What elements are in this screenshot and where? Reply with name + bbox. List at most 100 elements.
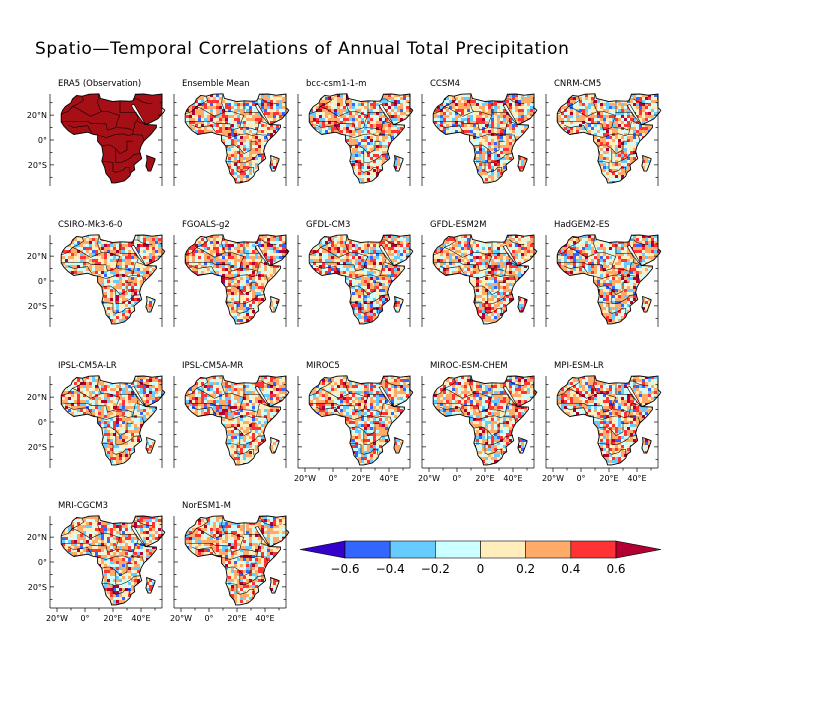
panel-title: ERA5 (Observation) bbox=[58, 79, 141, 89]
country-border bbox=[61, 262, 106, 266]
country-border bbox=[134, 520, 153, 527]
country-border bbox=[487, 430, 514, 445]
country-border bbox=[309, 237, 332, 256]
country-border bbox=[61, 237, 84, 256]
country-border bbox=[349, 140, 381, 155]
country-border bbox=[631, 112, 642, 125]
country-border bbox=[613, 127, 629, 131]
country-border bbox=[631, 394, 642, 407]
coastline bbox=[60, 515, 166, 606]
country-border bbox=[90, 393, 120, 399]
panel-title: Ensemble Mean bbox=[182, 79, 250, 89]
country-border bbox=[564, 124, 589, 133]
map-panel: GFDL-CM3 bbox=[297, 220, 414, 327]
country-border bbox=[345, 133, 393, 142]
country-border bbox=[101, 582, 114, 585]
country-border bbox=[61, 96, 84, 115]
lon-tick-label: 20°E bbox=[475, 474, 494, 483]
country-border bbox=[117, 549, 133, 553]
country-border bbox=[236, 584, 255, 595]
country-border bbox=[61, 403, 106, 407]
country-border bbox=[462, 393, 492, 399]
correlation-field bbox=[61, 376, 164, 465]
country-border bbox=[382, 380, 401, 387]
country-border bbox=[259, 112, 270, 125]
country-border bbox=[507, 253, 518, 266]
colorbar-swatch bbox=[344, 540, 391, 559]
country-border bbox=[349, 422, 381, 437]
country-border bbox=[221, 515, 226, 534]
lon-tick-label: 20°E bbox=[103, 614, 122, 623]
country-border bbox=[221, 555, 269, 564]
country-border bbox=[259, 515, 268, 517]
country-border bbox=[611, 289, 638, 304]
country-border bbox=[72, 247, 91, 258]
country-border bbox=[615, 100, 633, 113]
panel-title: GFDL-ESM2M bbox=[430, 220, 487, 230]
country-border bbox=[383, 394, 394, 407]
coastline bbox=[60, 234, 166, 325]
colorbar-arrow-low bbox=[299, 540, 346, 559]
country-border bbox=[259, 253, 270, 266]
country-border bbox=[601, 396, 617, 413]
correlation-field bbox=[433, 376, 536, 465]
country-border bbox=[68, 406, 93, 415]
country-border bbox=[61, 121, 106, 125]
lat-tick-label: 20°S bbox=[28, 443, 47, 452]
country-border bbox=[196, 247, 215, 258]
country-border bbox=[243, 100, 261, 113]
correlation-field bbox=[185, 376, 288, 465]
country-border bbox=[101, 422, 133, 437]
country-border bbox=[360, 162, 379, 173]
country-border bbox=[506, 380, 525, 387]
coastline bbox=[556, 375, 662, 466]
country-border bbox=[221, 234, 226, 253]
country-border bbox=[97, 274, 145, 283]
country-border bbox=[349, 281, 381, 296]
coastline bbox=[556, 93, 662, 184]
country-border bbox=[484, 303, 503, 314]
country-border bbox=[112, 444, 131, 455]
country-border bbox=[229, 255, 245, 272]
country-border bbox=[487, 148, 514, 163]
country-border bbox=[61, 518, 84, 537]
lat-tick-label: 20°N bbox=[27, 393, 47, 402]
country-border bbox=[473, 281, 505, 296]
panel-title: MIROC5 bbox=[306, 361, 340, 371]
country-border bbox=[608, 303, 627, 314]
lat-tick-label: 0° bbox=[38, 558, 47, 567]
country-border bbox=[568, 106, 587, 117]
country-border bbox=[90, 252, 120, 258]
country-border bbox=[225, 281, 257, 296]
country-border bbox=[309, 96, 332, 115]
map-panel: GFDL-ESM2M bbox=[421, 220, 538, 327]
country-border bbox=[608, 162, 627, 173]
country-border bbox=[68, 546, 93, 555]
correlation-field bbox=[309, 235, 412, 324]
lon-tick-label: 20°E bbox=[599, 474, 618, 483]
country-border bbox=[367, 241, 385, 254]
country-border bbox=[615, 382, 633, 395]
country-border bbox=[601, 114, 617, 131]
country-border bbox=[225, 422, 257, 437]
country-border bbox=[601, 255, 617, 272]
country-border bbox=[239, 570, 266, 585]
colorbar-tick-label: −0.2 bbox=[421, 562, 450, 576]
country-border bbox=[593, 93, 598, 112]
country-border bbox=[135, 234, 144, 236]
country-border bbox=[631, 375, 640, 377]
country-border bbox=[101, 562, 133, 577]
lat-tick-label: 0° bbox=[38, 136, 47, 145]
lon-tick-label: 40°E bbox=[503, 474, 522, 483]
country-border bbox=[135, 112, 146, 125]
country-border bbox=[236, 162, 255, 173]
country-border bbox=[593, 415, 641, 424]
correlation-field bbox=[61, 516, 164, 605]
country-border bbox=[115, 430, 142, 445]
country-border bbox=[192, 406, 217, 415]
country-border bbox=[185, 237, 208, 256]
country-border bbox=[256, 403, 260, 417]
country-border bbox=[256, 262, 260, 276]
lon-tick-label: 20°E bbox=[351, 474, 370, 483]
country-border bbox=[491, 241, 509, 254]
